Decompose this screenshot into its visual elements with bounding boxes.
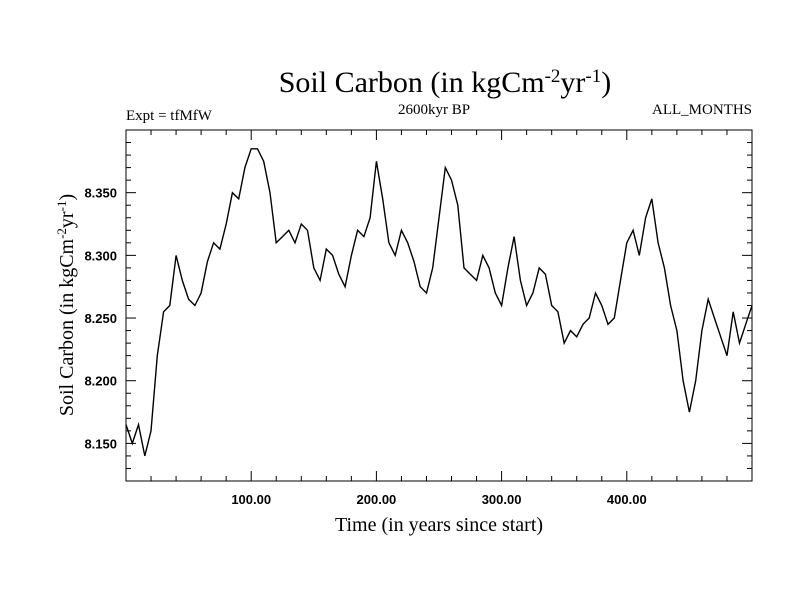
months-label: ALL_MONTHS <box>652 102 752 118</box>
y-tick-label: 8.150 <box>84 436 117 451</box>
y-tick-label: 8.300 <box>84 248 117 263</box>
plot-frame <box>125 129 753 482</box>
y-axis: 8.150 8.200 8.250 8.300 8.350 <box>84 142 752 482</box>
x-tick-label: 200.00 <box>357 492 397 507</box>
x-tick-label: 300.00 <box>482 492 522 507</box>
y-tick-label: 8.350 <box>84 186 117 201</box>
x-tick-label: 100.00 <box>231 492 271 507</box>
x-axis: 100.00 200.00 300.00 400.00 <box>150 130 728 507</box>
period-label: 2600kyr BP <box>398 102 470 118</box>
series-line-soil-carbon <box>125 148 753 457</box>
experiment-label: Expt = tfMfW <box>126 108 213 124</box>
y-tick-label: 8.200 <box>84 374 117 389</box>
x-axis-label: Time (in years since start) <box>335 514 543 536</box>
y-tick-label: 8.250 <box>84 311 117 326</box>
y-axis-label: Soil Carbon (in kgCm-2yr-1) <box>54 194 79 416</box>
chart-title: Soil Carbon (in kgCm-2yr-1) <box>279 66 612 100</box>
x-tick-label: 400.00 <box>607 492 647 507</box>
